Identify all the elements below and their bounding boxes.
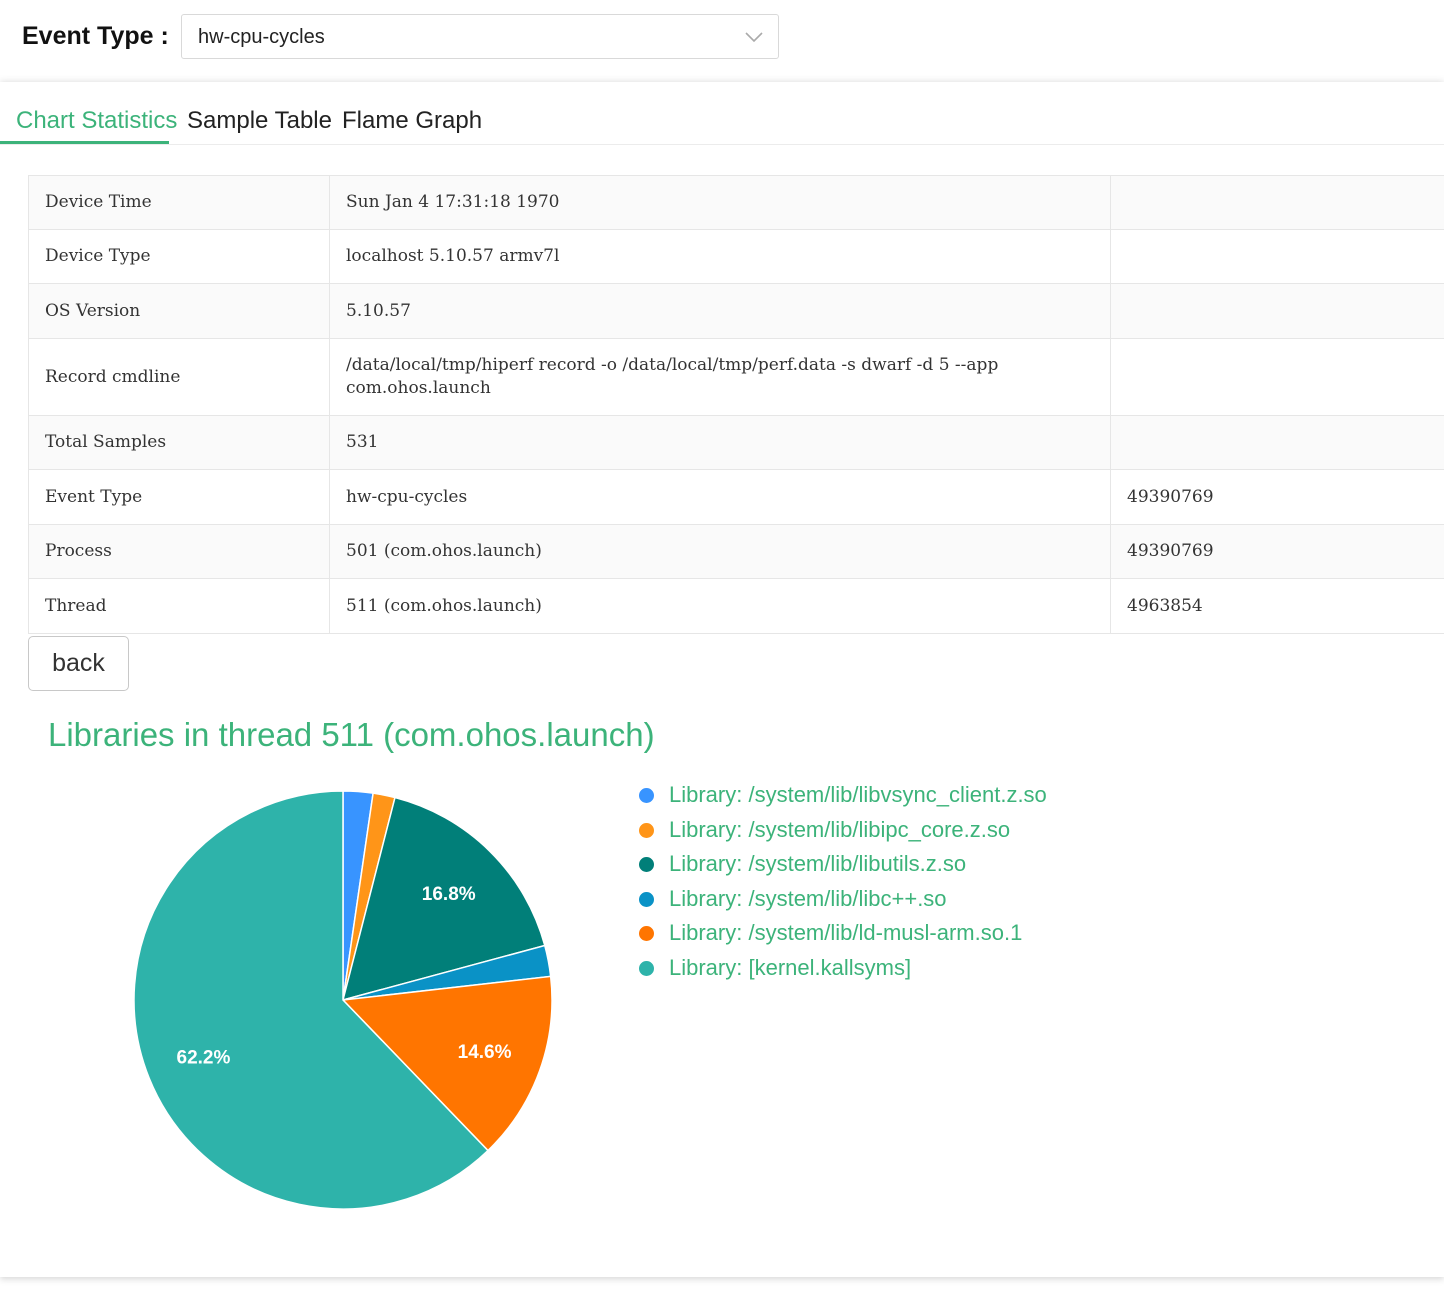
table-row: OS Version 5.10.57: [28, 283, 1444, 339]
back-button[interactable]: back: [28, 636, 129, 691]
table-row: Event Type hw-cpu-cycles 49390769: [28, 469, 1444, 525]
table-cell-value: hw-cpu-cycles: [329, 469, 1111, 525]
table-cell-extra: 49390769: [1110, 469, 1444, 525]
pie-chart: 16.8% 14.6% 62.2%: [133, 790, 553, 1210]
event-type-label: Event Type :: [22, 22, 169, 50]
table-cell-value: 511 (com.ohos.launch): [329, 578, 1111, 634]
pie-data-label: 14.6%: [458, 1042, 512, 1063]
table-cell-name: Total Samples: [28, 415, 330, 470]
table-cell-extra: [1110, 338, 1444, 416]
table-cell-name: OS Version: [28, 283, 330, 339]
legend-label: Library: [kernel.kallsyms]: [669, 954, 912, 980]
tab-chart-statistics[interactable]: Chart Statistics: [16, 107, 178, 134]
event-type-bar: Event Type : hw-cpu-cycles: [0, 0, 1444, 82]
legend-label: Library: /system/lib/libipc_core.z.so: [669, 816, 1011, 842]
table-cell-extra: 49390769: [1110, 524, 1444, 579]
table-row: Thread 511 (com.ohos.launch) 4963854: [28, 578, 1444, 634]
table-cell-extra: [1110, 415, 1444, 470]
pie-data-label: 62.2%: [177, 1047, 231, 1068]
legend-dot-icon: [639, 788, 654, 803]
legend-dot-icon: [639, 891, 654, 907]
table-cell-extra: [1110, 229, 1444, 284]
legend-label: Library: /system/lib/libvsync_client.z.s…: [669, 782, 1047, 807]
chart-title: Libraries in thread 511 (com.ohos.launch…: [48, 716, 655, 753]
table-cell-name: Device Type: [28, 229, 330, 284]
table-row: Total Samples 531: [28, 415, 1444, 470]
pie-slice[interactable]: [341, 975, 553, 1152]
active-tab-indicator: [0, 141, 169, 144]
table-cell-name: Event Type: [28, 469, 330, 525]
event-type-selected-value: hw-cpu-cycles: [198, 26, 325, 48]
table-cell-name: Device Time: [28, 175, 330, 230]
table-row: Device Type localhost 5.10.57 armv7l: [28, 229, 1444, 284]
table-cell-name: Thread: [28, 578, 330, 634]
legend-dot-icon: [639, 926, 654, 941]
table-cell-name: Record cmdline: [28, 338, 330, 416]
table-cell-extra: [1110, 175, 1444, 230]
table-cell-extra: 4963854: [1110, 578, 1444, 634]
table-cell-value: 531: [329, 415, 1111, 470]
pie-slice[interactable]: [133, 790, 490, 1210]
event-type-select[interactable]: hw-cpu-cycles: [181, 14, 779, 59]
tab-flame-graph[interactable]: Flame Graph: [342, 107, 483, 134]
pie-slice[interactable]: [341, 796, 546, 1002]
legend-dot-icon: [639, 822, 654, 838]
table-row: Device Time Sun Jan 4 17:31:18 1970: [28, 175, 1444, 230]
tab-sample-table[interactable]: Sample Table: [187, 107, 332, 134]
legend-dot-icon: [639, 960, 654, 976]
chevron-down-icon: [745, 32, 763, 43]
table-row: Process 501 (com.ohos.launch) 49390769: [28, 524, 1444, 579]
tab-bar: Chart Statistics Sample Table Flame Grap…: [0, 82, 1444, 145]
legend-dot-icon: [639, 857, 654, 872]
table-cell-value: localhost 5.10.57 armv7l: [329, 229, 1111, 284]
legend-label: Library: /system/lib/ld-musl-arm.so.1: [669, 920, 1023, 945]
pie-data-label: 16.8%: [422, 884, 476, 905]
table-cell-value: 5.10.57: [329, 283, 1111, 339]
content-panel: Chart Statistics Sample Table Flame Grap…: [0, 82, 1444, 1277]
legend-label: Library: /system/lib/libutils.z.so: [669, 851, 967, 876]
table-cell-name: Process: [28, 524, 330, 579]
table-cell-value: 501 (com.ohos.launch): [329, 524, 1111, 579]
table-row: Record cmdline/data/local/tmp/hiperf rec…: [28, 338, 1444, 416]
legend-label: Library: /system/lib/libc++.so: [669, 885, 947, 911]
table-cell-extra: [1110, 283, 1444, 339]
info-table: Device Time Sun Jan 4 17:31:18 1970 Device…: [28, 175, 1444, 634]
